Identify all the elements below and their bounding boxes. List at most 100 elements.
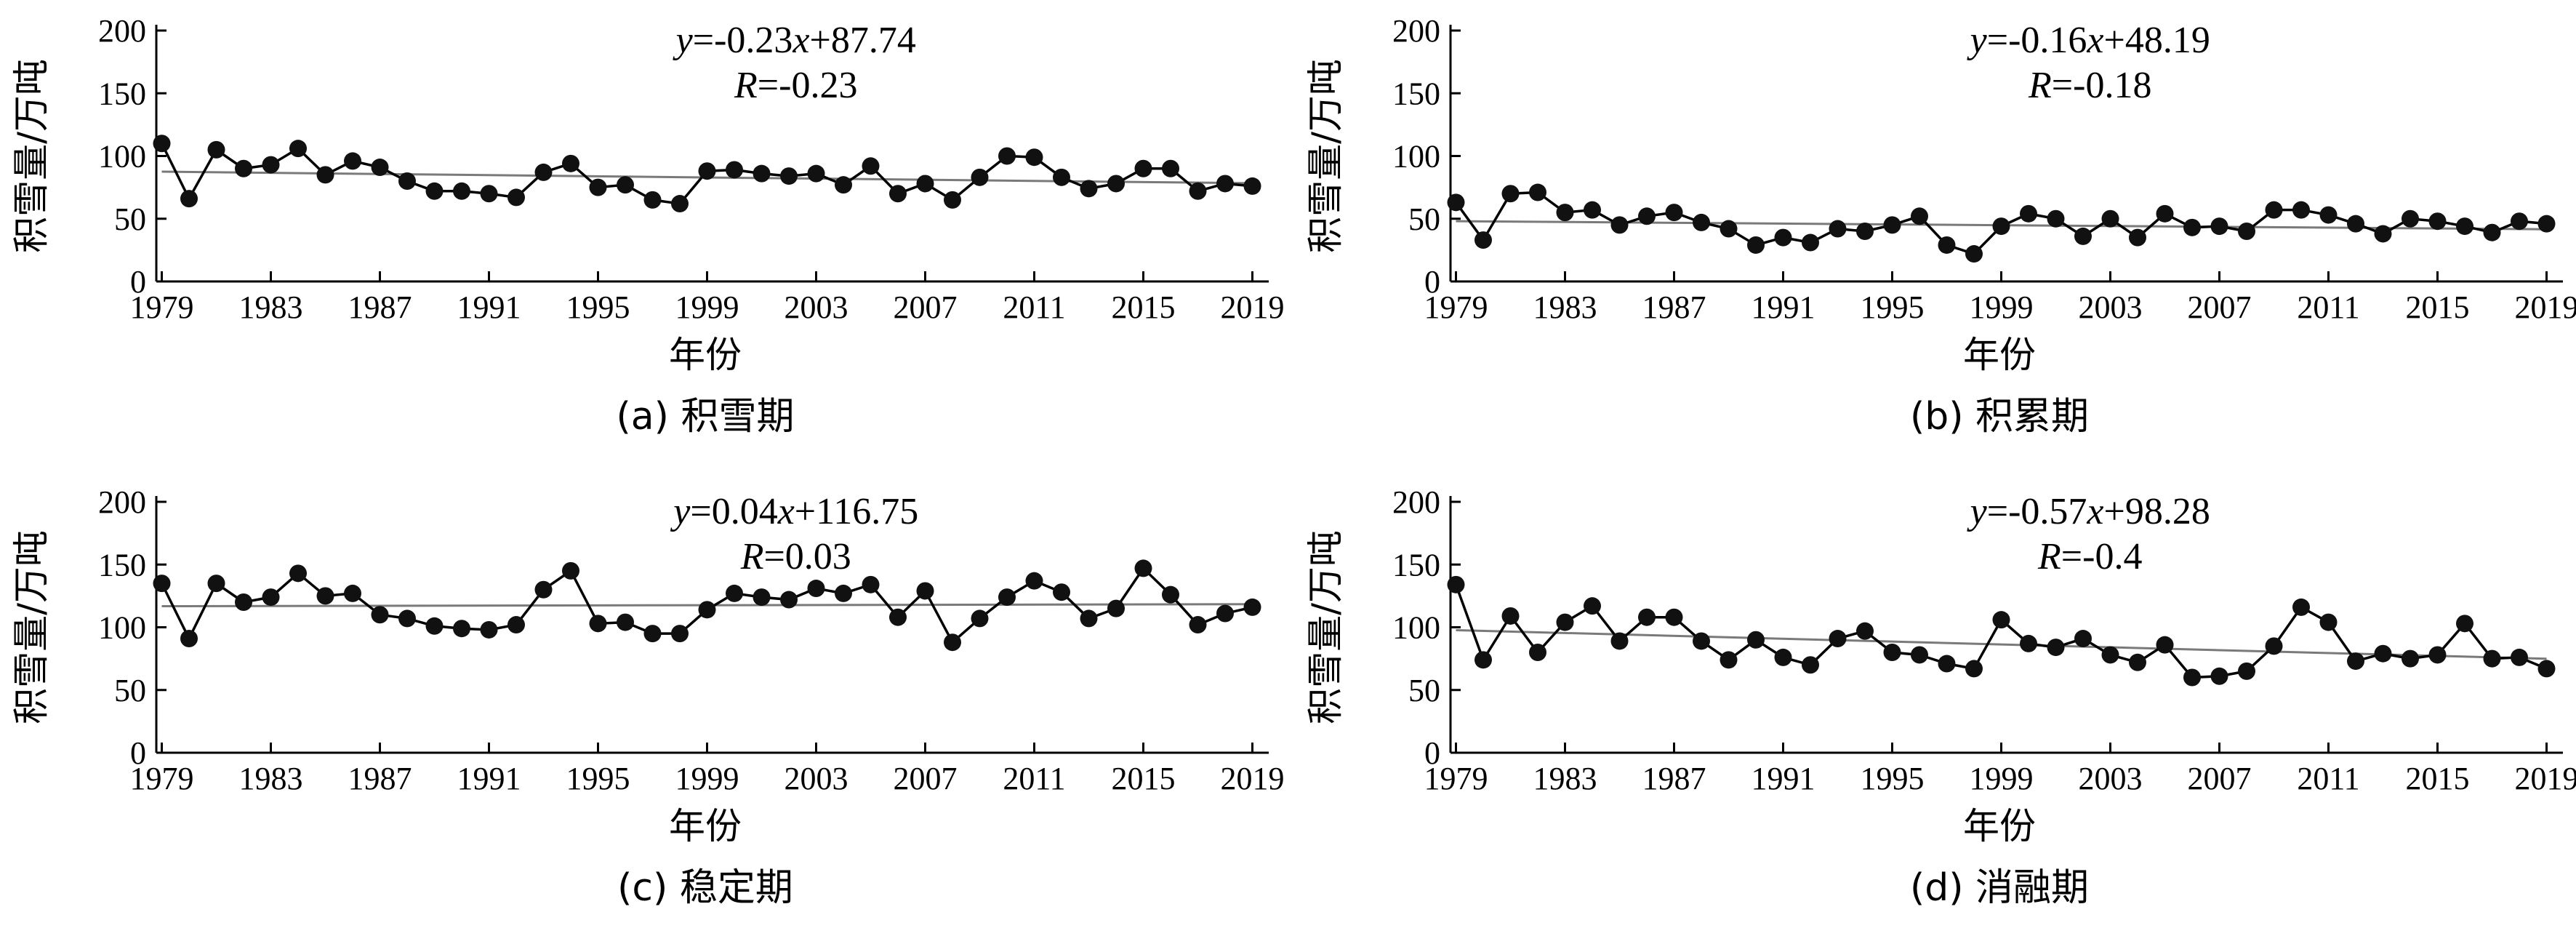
data-point <box>2238 223 2255 240</box>
y-axis-label: 积雪量/万吨 <box>1304 530 1347 724</box>
y-tick-label: 200 <box>98 13 146 49</box>
x-tick-label: 1987 <box>1642 289 1706 325</box>
data-point <box>2020 634 2037 652</box>
y-axis-label: 积雪量/万吨 <box>10 530 52 724</box>
data-point <box>207 140 225 159</box>
data-point <box>1774 648 1792 666</box>
y-tick-label: 50 <box>1408 673 1440 708</box>
x-tick-label: 2003 <box>2079 289 2143 325</box>
data-point <box>2402 649 2419 668</box>
data-point <box>1189 182 1207 200</box>
data-point <box>2483 223 2501 241</box>
data-point <box>1134 159 1152 177</box>
x-tick-label: 2003 <box>2079 761 2143 796</box>
y-tick-label: 100 <box>1392 610 1440 646</box>
data-point <box>862 575 880 593</box>
x-tick-label: 1991 <box>457 761 521 796</box>
x-tick-label: 1991 <box>1752 289 1815 325</box>
data-point <box>2374 225 2392 243</box>
data-point <box>889 608 907 626</box>
trend-line <box>1456 628 2547 660</box>
data-point <box>2374 644 2392 663</box>
data-point <box>726 584 743 602</box>
data-point <box>1447 193 1465 212</box>
x-tick-label: 2019 <box>2515 289 2576 325</box>
correlation-label: R=-0.18 <box>2028 65 2151 106</box>
x-tick-label: 1991 <box>457 289 521 325</box>
data-point <box>1938 236 1956 254</box>
panel-caption: (b) 积累期 <box>1910 395 2089 439</box>
data-point <box>916 175 934 193</box>
data-point <box>698 162 716 180</box>
data-point <box>2537 215 2556 233</box>
data-point <box>344 152 361 170</box>
data-point <box>1216 175 1234 193</box>
data-point <box>2428 646 2447 664</box>
data-point <box>2456 615 2473 633</box>
x-tick-label: 2019 <box>2515 761 2576 796</box>
data-point <box>1243 598 1261 616</box>
data-point <box>1134 559 1152 577</box>
data-point <box>2292 201 2310 219</box>
data-point <box>780 591 798 609</box>
x-tick-label: 2019 <box>1221 289 1285 325</box>
y-tick-label: 0 <box>130 735 146 771</box>
x-tick-label: 2011 <box>1003 761 1065 796</box>
data-point <box>1638 207 1656 225</box>
x-tick-label: 2015 <box>1112 289 1176 325</box>
data-point <box>1529 183 1546 201</box>
data-point <box>562 154 579 172</box>
data-point <box>480 185 498 203</box>
data-point <box>2456 217 2473 236</box>
data-point <box>916 582 934 600</box>
data-point <box>643 625 662 643</box>
data-point <box>1556 613 1574 631</box>
trend-equation: y=-0.57x+98.28 <box>1967 491 2210 532</box>
data-point <box>344 584 361 602</box>
x-tick-label: 1983 <box>1533 289 1597 325</box>
data-point <box>2101 209 2119 228</box>
x-tick-label: 2003 <box>785 761 848 796</box>
data-point <box>1107 175 1125 193</box>
data-point <box>398 609 416 628</box>
data-point <box>807 580 825 598</box>
data-point <box>1747 236 1765 254</box>
data-point <box>1189 616 1207 634</box>
data-point <box>1107 599 1125 617</box>
x-tick-label: 1979 <box>130 761 194 796</box>
data-point <box>617 176 634 194</box>
data-point <box>2428 212 2447 231</box>
data-point <box>1883 216 1901 234</box>
x-tick-label: 1983 <box>239 761 303 796</box>
data-point <box>1610 216 1629 234</box>
data-point <box>289 564 307 583</box>
data-point <box>180 190 198 208</box>
data-point <box>1053 583 1070 601</box>
chart-panel-d: 0 50 100 150 200 1979 1983 1987 1991 1995 1999 2003… <box>1304 484 2576 910</box>
x-axis-label: 年份 <box>1963 805 2036 847</box>
data-point <box>1474 651 1492 669</box>
data-point <box>1883 644 1901 661</box>
y-tick-label: 150 <box>98 76 146 111</box>
data-point <box>1610 632 1629 650</box>
data-point <box>1829 220 1847 238</box>
x-axis-label: 年份 <box>669 334 742 376</box>
y-tick-label: 100 <box>98 139 146 175</box>
data-point <box>262 588 280 607</box>
data-point <box>2156 204 2174 223</box>
series-line <box>1454 584 2548 679</box>
data-point <box>1938 655 1956 673</box>
x-tick-label: 1987 <box>1642 761 1706 796</box>
y-tick-label: 50 <box>114 201 146 237</box>
data-point <box>1529 644 1546 661</box>
y-tick-label: 100 <box>1392 139 1440 175</box>
data-point <box>1693 213 1710 231</box>
data-point <box>1080 609 1098 628</box>
data-point <box>889 185 907 203</box>
data-point <box>1025 572 1043 590</box>
data-point <box>1992 217 2010 236</box>
data-point <box>835 176 852 194</box>
data-point <box>2238 662 2255 680</box>
